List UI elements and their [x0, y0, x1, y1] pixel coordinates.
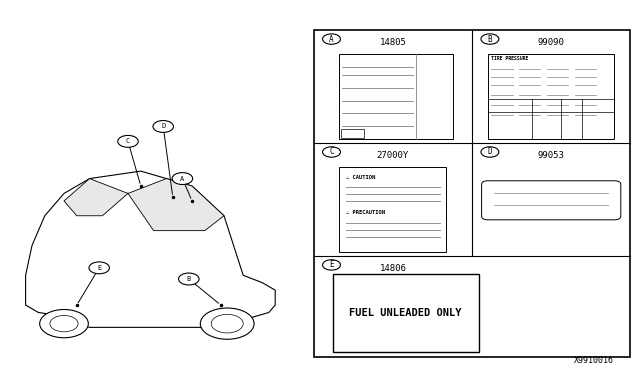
Circle shape [50, 315, 78, 332]
Text: TIRE PRESSURE: TIRE PRESSURE [492, 56, 529, 61]
Circle shape [323, 34, 340, 44]
Text: 99090: 99090 [538, 38, 564, 47]
Circle shape [211, 314, 243, 333]
Circle shape [323, 147, 340, 157]
FancyBboxPatch shape [341, 129, 364, 138]
Circle shape [323, 260, 340, 270]
Text: ⚠ CAUTION: ⚠ CAUTION [346, 174, 375, 180]
Polygon shape [64, 179, 128, 216]
Text: A: A [180, 176, 184, 182]
Circle shape [89, 262, 109, 274]
Text: C: C [126, 138, 130, 144]
Text: B: B [187, 276, 191, 282]
Circle shape [200, 308, 254, 339]
Text: FUEL UNLEADED ONLY: FUEL UNLEADED ONLY [349, 308, 462, 318]
Text: 99053: 99053 [538, 151, 564, 160]
Polygon shape [128, 179, 224, 231]
Text: 14805: 14805 [380, 38, 406, 47]
Circle shape [40, 310, 88, 338]
FancyBboxPatch shape [339, 167, 447, 252]
FancyBboxPatch shape [339, 54, 453, 139]
Text: E: E [329, 260, 334, 269]
FancyBboxPatch shape [314, 30, 630, 357]
Text: D: D [161, 124, 165, 129]
Text: E: E [97, 265, 101, 271]
Circle shape [118, 135, 138, 147]
Text: ⚠ PRECAUTION: ⚠ PRECAUTION [346, 210, 385, 215]
Circle shape [153, 121, 173, 132]
Text: 27000Y: 27000Y [377, 151, 409, 160]
Circle shape [172, 173, 193, 185]
FancyBboxPatch shape [488, 54, 614, 139]
FancyBboxPatch shape [333, 274, 479, 352]
Text: B: B [488, 35, 492, 44]
Circle shape [481, 147, 499, 157]
Polygon shape [26, 171, 275, 327]
Text: X9910016: X9910016 [575, 356, 614, 365]
Circle shape [481, 34, 499, 44]
Text: C: C [329, 148, 334, 157]
Circle shape [179, 273, 199, 285]
FancyBboxPatch shape [482, 181, 621, 220]
Text: D: D [488, 148, 492, 157]
Text: 14806: 14806 [380, 264, 406, 273]
Text: A: A [329, 35, 334, 44]
